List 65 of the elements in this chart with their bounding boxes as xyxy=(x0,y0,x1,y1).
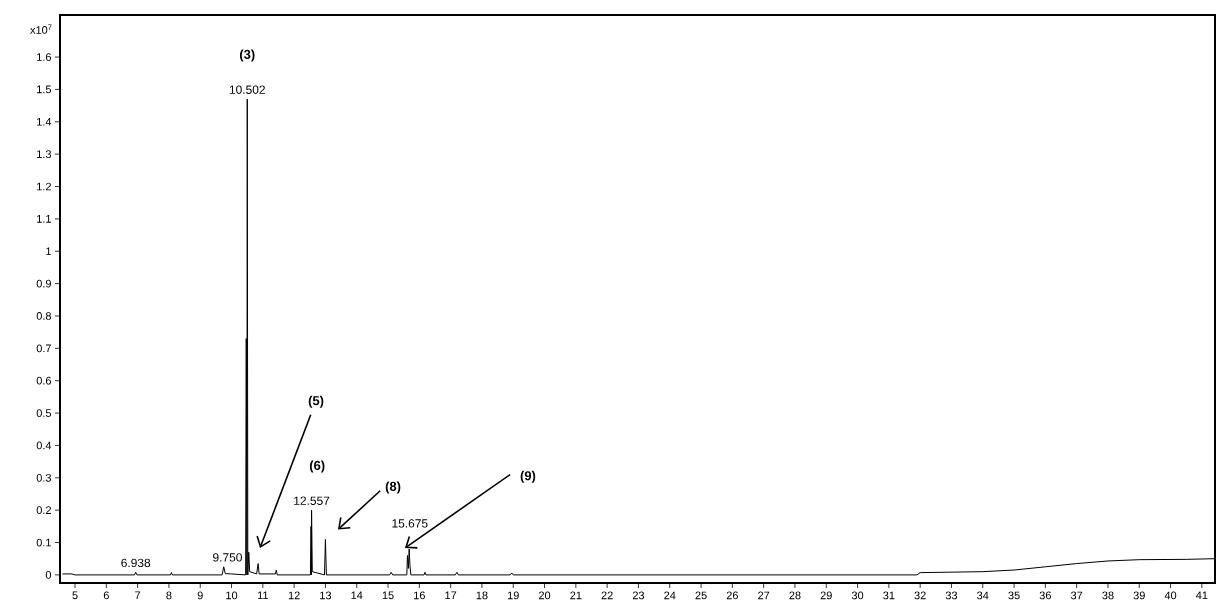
x-tick-label: 36 xyxy=(1039,591,1051,600)
x-tick-label: 41 xyxy=(1196,591,1208,600)
y-tick-label: 0.2 xyxy=(36,506,51,515)
x-tick-label: 31 xyxy=(883,591,895,600)
annotation: 15.675 xyxy=(392,519,428,528)
y-tick-label: 0.7 xyxy=(36,344,51,353)
x-tick-label: 34 xyxy=(977,591,989,600)
y-tick-label: 0.9 xyxy=(36,279,51,288)
x-tick-label: 26 xyxy=(726,591,738,600)
x-tick-label: 25 xyxy=(695,591,707,600)
x-tick-label: 5 xyxy=(72,591,78,600)
x-tick-label: 15 xyxy=(382,591,394,600)
x-tick-label: 18 xyxy=(476,591,488,600)
y-tick-label: 1.4 xyxy=(37,118,52,126)
y-tick-label: 0.3 xyxy=(36,473,52,482)
y-tick-label: 0.1 xyxy=(36,538,51,547)
x-tick-label: 27 xyxy=(758,591,770,600)
x-tick-label: 35 xyxy=(1008,591,1020,600)
annotation: (5) xyxy=(308,395,324,408)
x-tick-label: 28 xyxy=(789,591,801,600)
x-tick-label: 22 xyxy=(601,591,613,600)
y-tick-label: 1.2 xyxy=(37,182,51,191)
x-tick-label: 20 xyxy=(539,591,551,600)
y-tick-label: 1.3 xyxy=(37,150,52,159)
x-tick-label: 7 xyxy=(135,591,141,600)
x-tick-label: 17 xyxy=(445,591,457,600)
x-tick-label: 24 xyxy=(664,591,676,600)
x-tick-label: 14 xyxy=(351,591,363,600)
x-tick-label: 23 xyxy=(632,591,645,600)
x-tick-label: 32 xyxy=(914,591,926,600)
x-tick-label: 21 xyxy=(570,591,582,600)
y-axis-title: x10$^{7}$ xyxy=(30,24,52,34)
y-tick-label: 0.4 xyxy=(36,441,52,450)
x-tick-label: 12 xyxy=(288,591,300,600)
annotation: (9) xyxy=(520,470,536,483)
y-tick-label: 0 xyxy=(45,571,52,579)
y-tick-label: 1.5 xyxy=(37,85,52,94)
x-tick-label: 37 xyxy=(1070,591,1083,600)
y-tick-label: 0.6 xyxy=(36,376,52,385)
x-tick-label: 40 xyxy=(1164,591,1177,600)
x-tick-label: 39 xyxy=(1133,591,1145,600)
x-tick-label: 6 xyxy=(103,591,109,600)
x-tick-label: 29 xyxy=(820,591,832,600)
y-tick-label: 1.1 xyxy=(37,215,51,223)
x-tick-label: 9 xyxy=(197,591,203,600)
x-tick-label: 38 xyxy=(1102,591,1114,600)
y-tick-label: 0.8 xyxy=(36,312,52,320)
annotation: 9.750 xyxy=(213,553,242,562)
annotation: 10.502 xyxy=(229,85,265,94)
x-tick-label: 16 xyxy=(414,591,425,600)
x-tick-label: 13 xyxy=(320,591,332,600)
annotation: 12.557 xyxy=(294,496,330,505)
annotation: (6) xyxy=(309,460,325,473)
x-tick-label: 30 xyxy=(851,591,864,600)
x-tick-label: 8 xyxy=(166,591,172,600)
x-tick-label: 11 xyxy=(257,591,268,600)
y-tick-label: 1.6 xyxy=(37,53,52,61)
x-tick-label: 33 xyxy=(945,591,958,600)
x-tick-label: 19 xyxy=(507,591,519,600)
annotation: 6.938 xyxy=(121,558,151,568)
annotation: (8) xyxy=(385,481,401,494)
y-tick-label: 0.5 xyxy=(36,409,52,417)
annotation: (3) xyxy=(239,49,255,62)
x-tick-label: 10 xyxy=(226,591,238,600)
y-tick-label: 1 xyxy=(46,247,51,256)
